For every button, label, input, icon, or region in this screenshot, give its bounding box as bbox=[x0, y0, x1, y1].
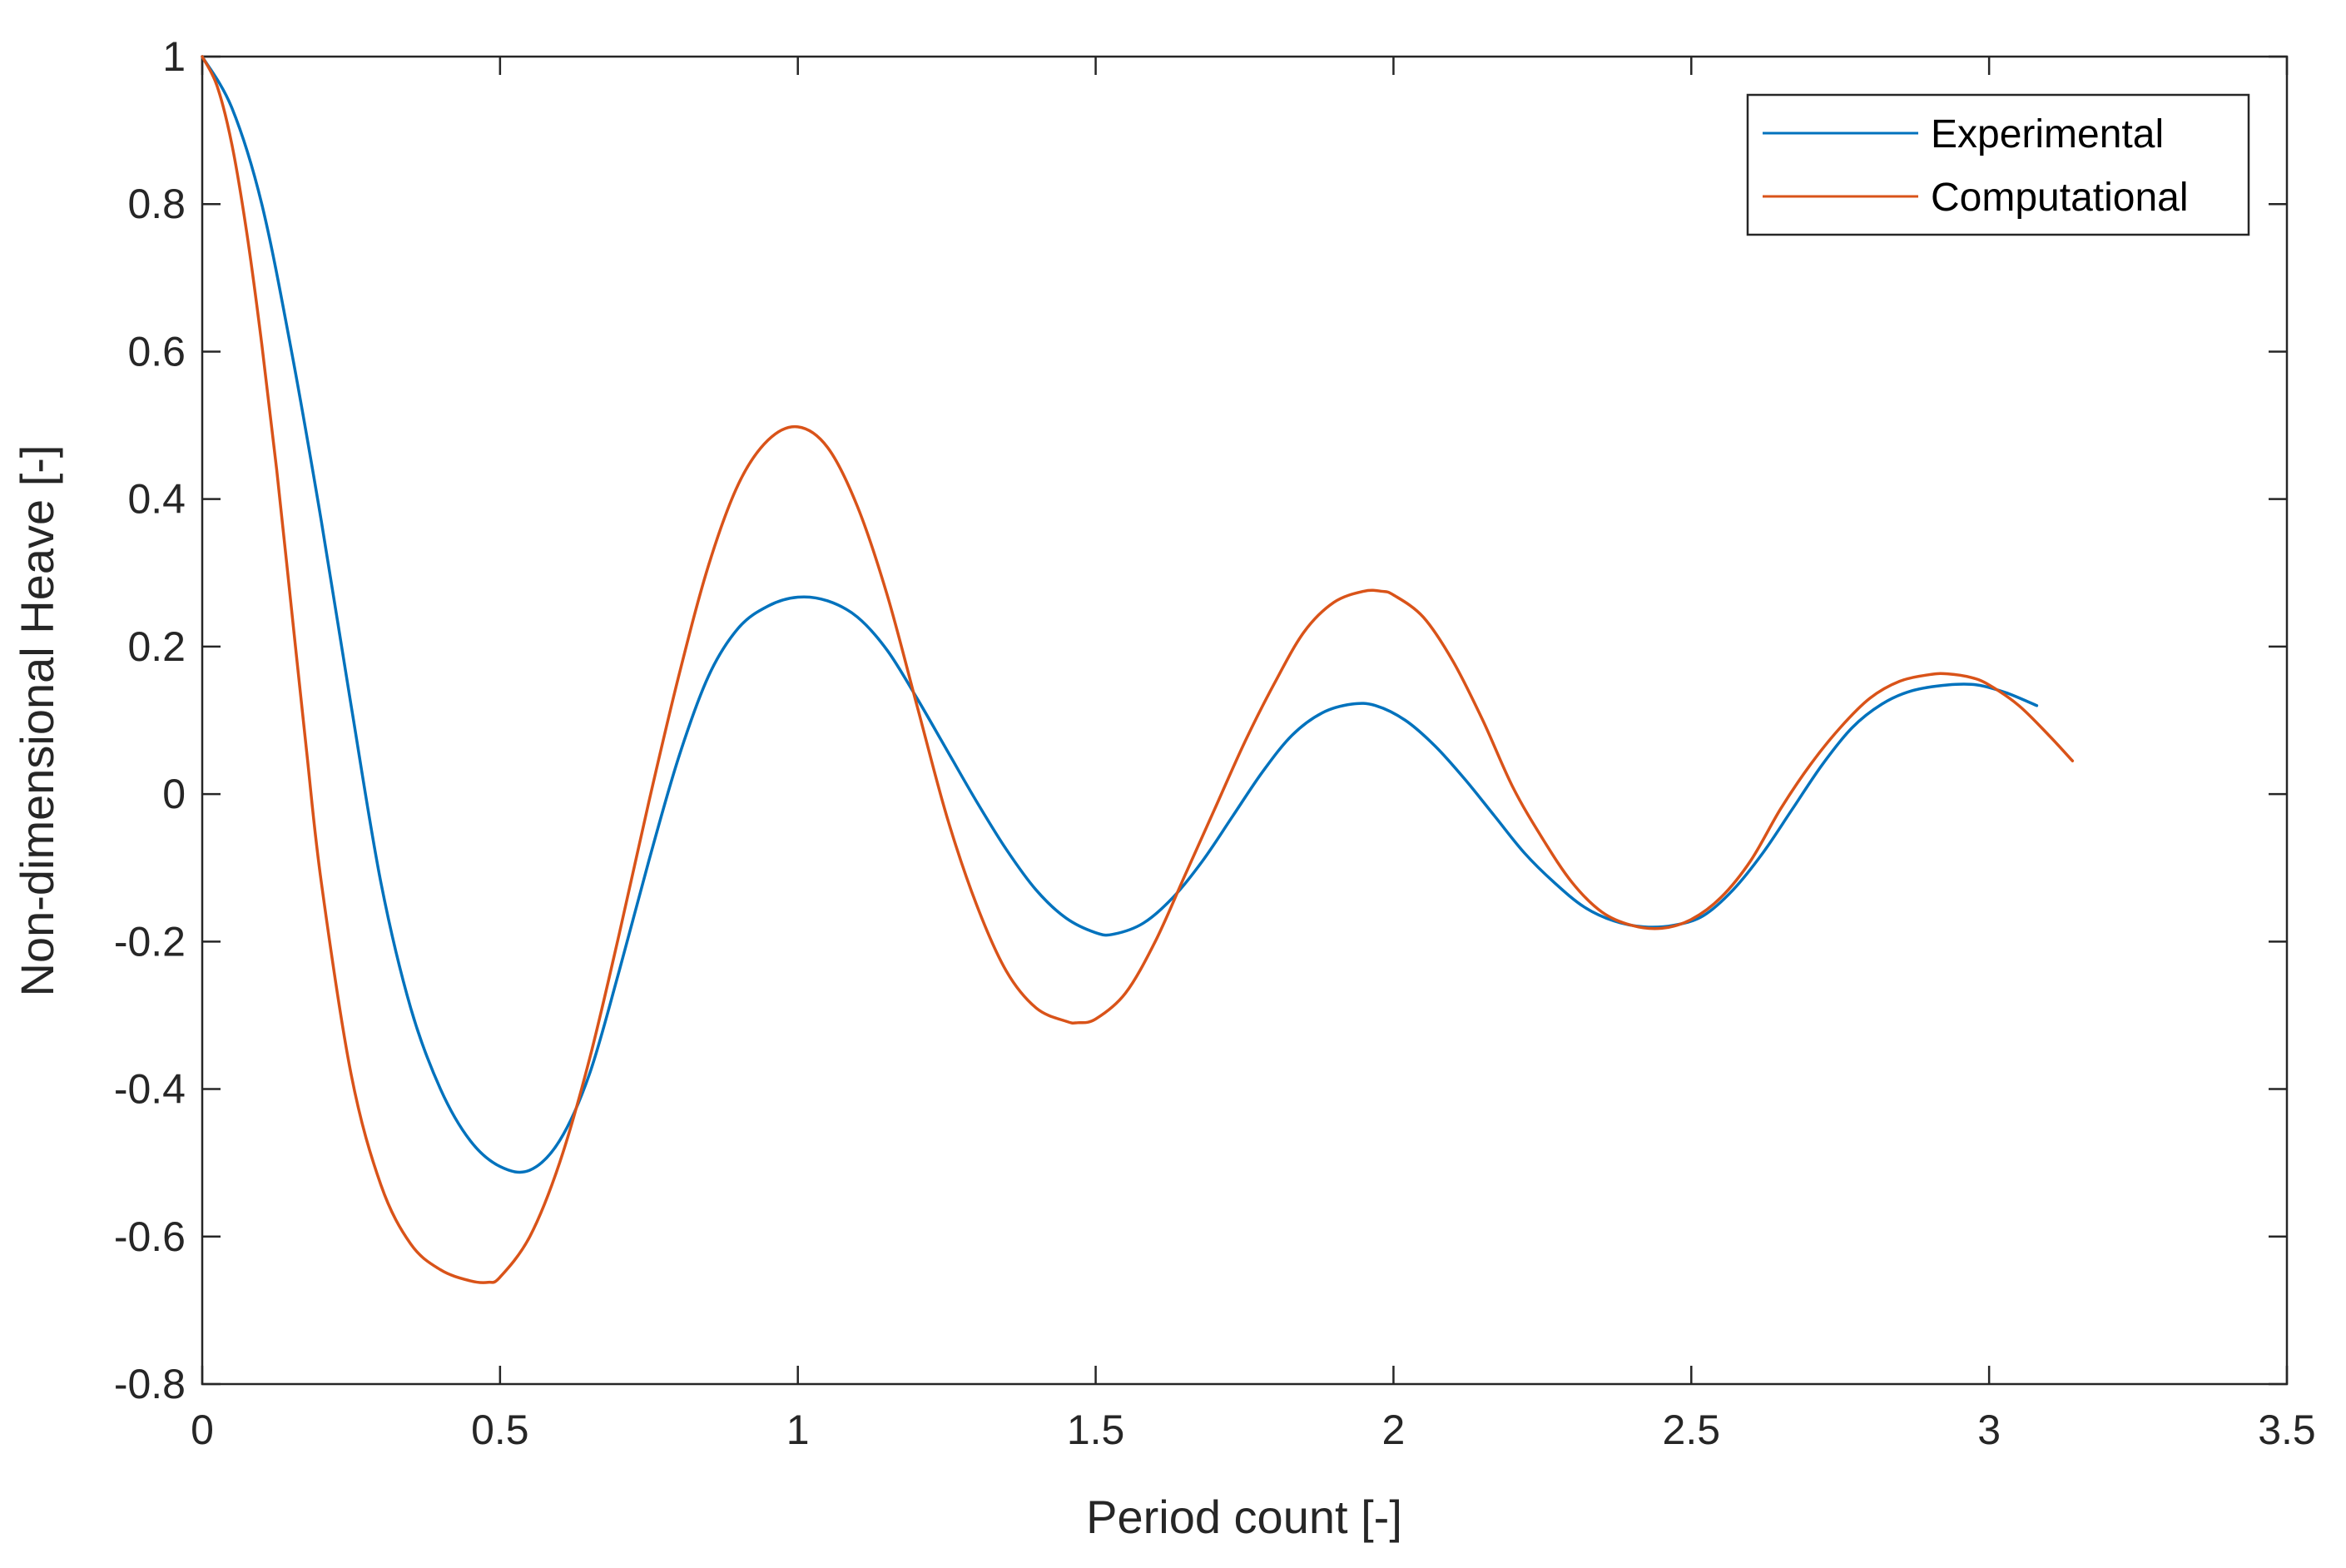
series-line-experimental bbox=[201, 55, 2039, 1174]
y-tick-label: 0.4 bbox=[127, 476, 186, 523]
legend-label-experimental: Experimental bbox=[1931, 112, 2164, 156]
legend-label-computational: Computational bbox=[1931, 176, 2189, 220]
x-axis: 0 0.5 1 1.5 2 2.5 3 3.5 bbox=[191, 57, 2316, 1453]
y-tick-label: 0.2 bbox=[127, 623, 186, 670]
plot-area bbox=[201, 55, 2289, 1386]
y-tick-label: 0 bbox=[162, 771, 186, 817]
x-tick-label: 2 bbox=[1382, 1407, 1406, 1453]
x-tick-label: 3.5 bbox=[2258, 1407, 2316, 1453]
x-tick-label: 1.5 bbox=[1067, 1407, 1125, 1453]
x-axis-label: Period count [-] bbox=[1086, 1491, 1402, 1543]
y-tick-label: -0.2 bbox=[114, 918, 186, 965]
x-tick-label: 3 bbox=[1977, 1407, 2001, 1453]
x-tick-label: 0.5 bbox=[471, 1407, 529, 1453]
series-line-computational bbox=[201, 55, 2075, 1284]
legend: Experimental Computational bbox=[1746, 93, 2250, 236]
y-tick-label: -0.8 bbox=[114, 1361, 186, 1407]
y-tick-label: 1 bbox=[162, 33, 186, 80]
y-axis-label: Non-dimensional Heave [-] bbox=[11, 445, 63, 997]
series-layer bbox=[201, 55, 2075, 1284]
y-tick-label: -0.4 bbox=[114, 1066, 186, 1113]
plot-frame bbox=[201, 55, 2289, 1386]
x-tick-label: 1 bbox=[786, 1407, 810, 1453]
y-axis: -0.8 -0.6 -0.4 -0.2 0 0.2 0.4 0.6 0.8 1 bbox=[114, 33, 2287, 1407]
y-tick-label: 0.8 bbox=[127, 181, 186, 227]
x-tick-label: 2.5 bbox=[1663, 1407, 1721, 1453]
x-tick-label: 0 bbox=[191, 1407, 214, 1453]
y-tick-label: -0.6 bbox=[114, 1213, 186, 1260]
y-tick-label: 0.6 bbox=[127, 328, 186, 375]
legend-box bbox=[1746, 93, 2250, 236]
